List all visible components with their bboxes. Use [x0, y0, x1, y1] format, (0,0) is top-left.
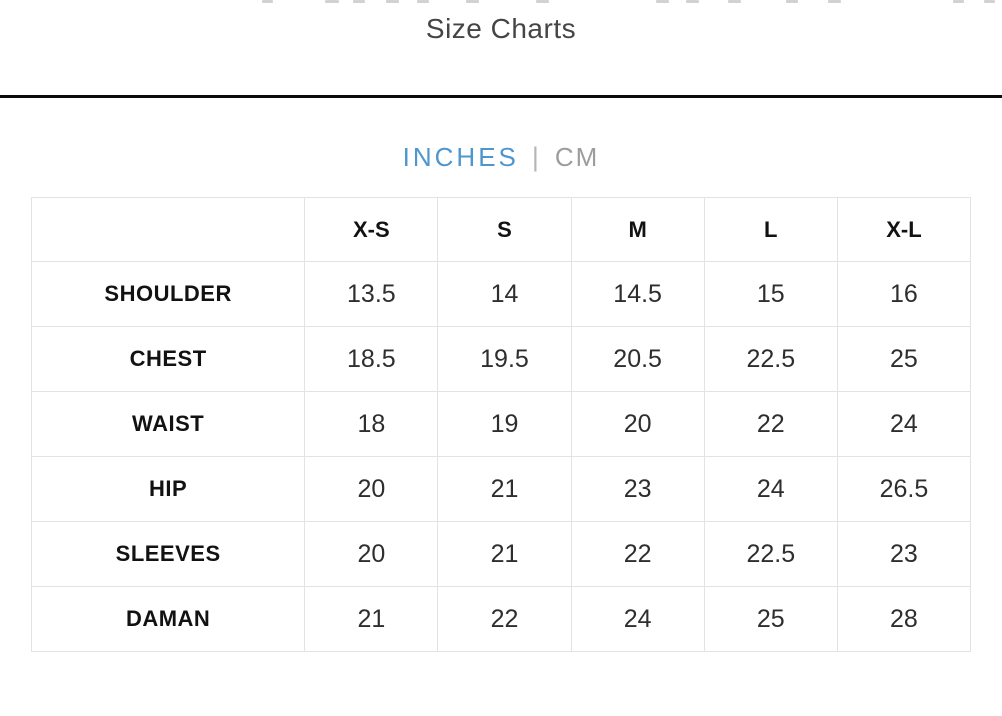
sleeves-l: 22.5 [703, 521, 838, 587]
daman-m: 24 [570, 586, 705, 652]
cropped-text-artifact [0, 0, 1002, 5]
table-row-hip: HIP 20 21 23 24 26.5 [30, 456, 972, 522]
table-row-sleeves: SLEEVES 20 21 22 22.5 23 [30, 521, 972, 587]
table-row-daman: DAMAN 21 22 24 25 28 [30, 586, 972, 652]
hip-m: 23 [570, 456, 705, 522]
chest-s: 19.5 [437, 326, 572, 392]
unit-cm-tab[interactable]: CM [554, 142, 600, 172]
column-header-x-l: X-L [836, 197, 972, 262]
sleeves-m: 22 [570, 521, 705, 587]
waist-l: 22 [703, 391, 838, 457]
shoulder-x-s: 13.5 [304, 261, 439, 327]
corner-cell [30, 197, 306, 262]
row-label-sleeves: SLEEVES [30, 521, 306, 587]
row-label-waist: WAIST [30, 391, 306, 457]
waist-s: 19 [437, 391, 572, 457]
header-row: X-S S M L X-L [30, 197, 972, 262]
column-header-l: L [703, 197, 838, 262]
section-divider [0, 95, 1002, 98]
hip-x-l: 26.5 [836, 456, 972, 522]
shoulder-x-l: 16 [836, 261, 972, 327]
daman-l: 25 [703, 586, 838, 652]
chest-l: 22.5 [703, 326, 838, 392]
unit-toggle: INCHES | CM [0, 142, 1002, 172]
shoulder-l: 15 [703, 261, 838, 327]
column-header-s: S [437, 197, 572, 262]
size-chart-table: X-S S M L X-L SHOULDER 13.5 14 14.5 15 1… [30, 197, 972, 652]
sleeves-x-s: 20 [304, 521, 439, 587]
column-header-x-s: X-S [304, 197, 439, 262]
row-label-daman: DAMAN [30, 586, 306, 652]
sleeves-s: 21 [437, 521, 572, 587]
row-label-hip: HIP [30, 456, 306, 522]
waist-x-s: 18 [304, 391, 439, 457]
column-header-m: M [570, 197, 705, 262]
hip-l: 24 [703, 456, 838, 522]
hip-s: 21 [437, 456, 572, 522]
waist-m: 20 [570, 391, 705, 457]
table-row-shoulder: SHOULDER 13.5 14 14.5 15 16 [30, 261, 972, 327]
page-title: Size Charts [425, 13, 577, 44]
table-row-waist: WAIST 18 19 20 22 24 [30, 391, 972, 457]
shoulder-m: 14.5 [570, 261, 705, 327]
row-label-shoulder: SHOULDER [30, 261, 306, 327]
shoulder-s: 14 [437, 261, 572, 327]
chest-m: 20.5 [570, 326, 705, 392]
chest-x-l: 25 [836, 326, 972, 392]
chest-x-s: 18.5 [304, 326, 439, 392]
hip-x-s: 20 [304, 456, 439, 522]
daman-x-l: 28 [836, 586, 972, 652]
unit-inches-tab[interactable]: INCHES [402, 142, 519, 172]
daman-x-s: 21 [304, 586, 439, 652]
sleeves-x-l: 23 [836, 521, 972, 587]
row-label-chest: CHEST [30, 326, 306, 392]
table-row-chest: CHEST 18.5 19.5 20.5 22.5 25 [30, 326, 972, 392]
daman-s: 22 [437, 586, 572, 652]
unit-separator: | [531, 142, 539, 172]
waist-x-l: 24 [836, 391, 972, 457]
page-header: Size Charts [0, 0, 1002, 45]
